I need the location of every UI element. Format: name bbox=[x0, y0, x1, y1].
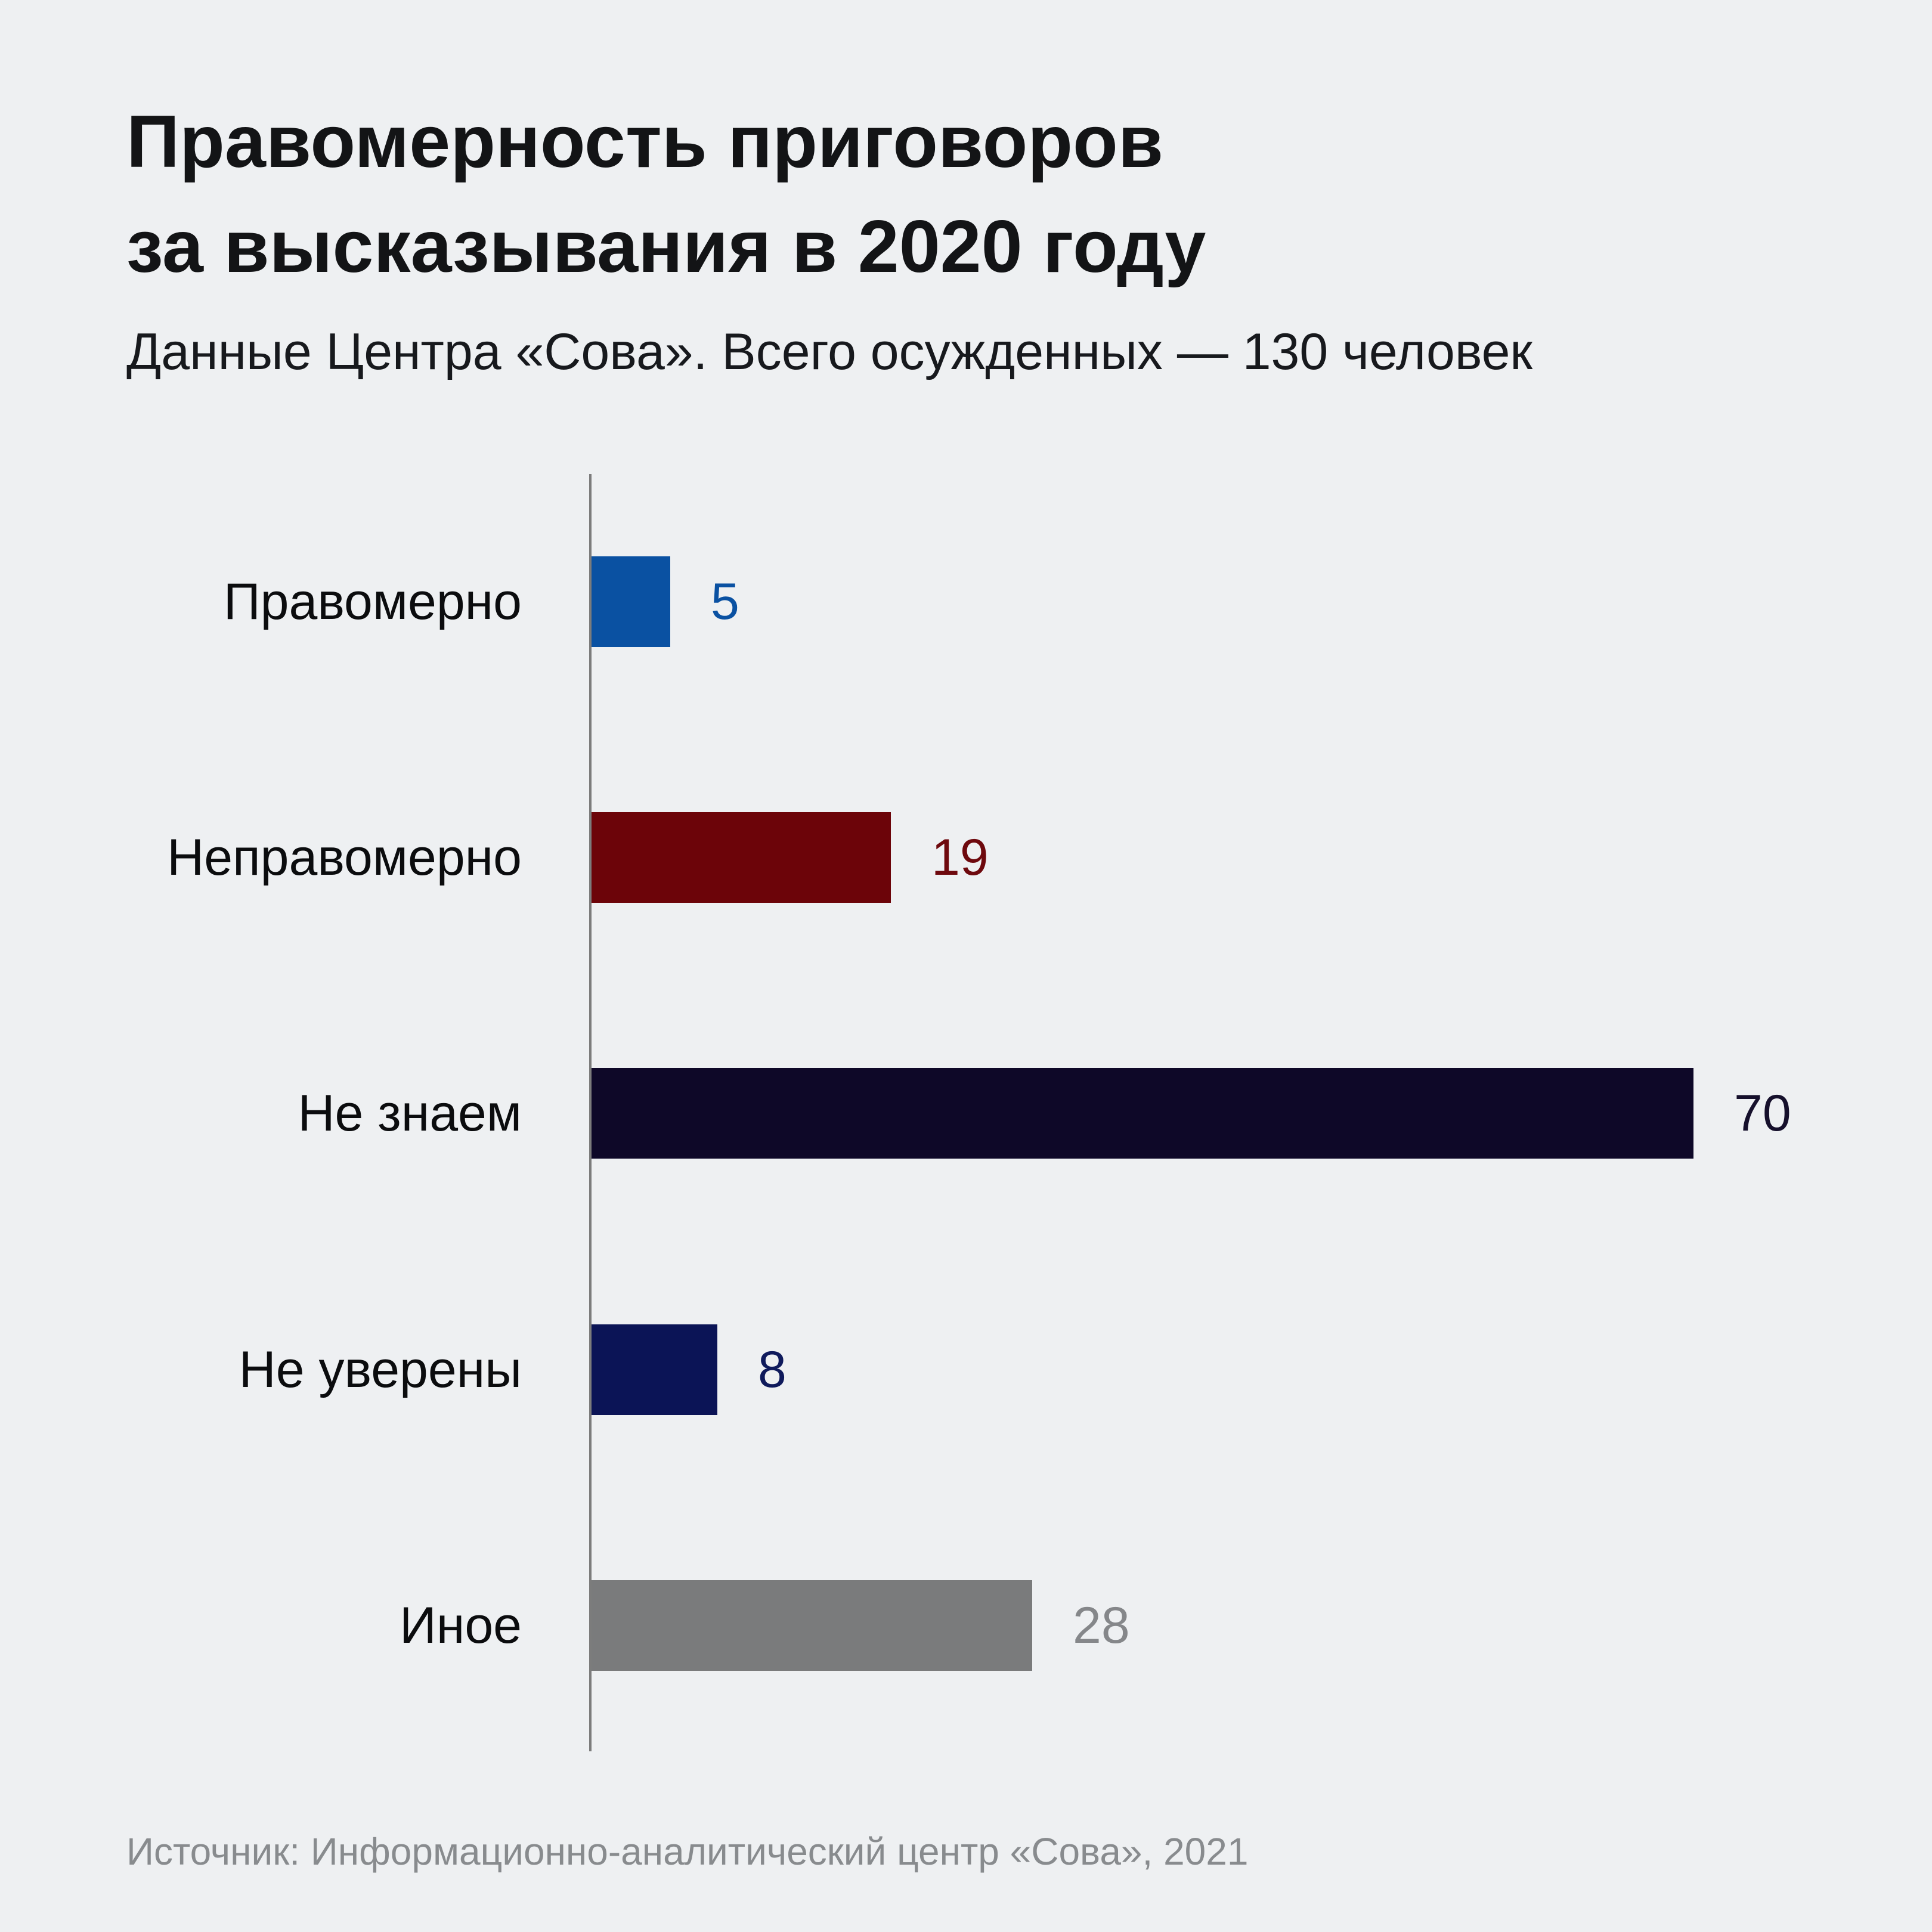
value-label: 70 bbox=[1734, 1085, 1791, 1142]
value-label: 19 bbox=[931, 829, 989, 886]
category-label: Иное bbox=[400, 1597, 522, 1654]
bar bbox=[592, 812, 891, 903]
chart-subtitle: Данные Центра «Сова». Всего осужденных —… bbox=[126, 323, 1533, 380]
y-axis-line bbox=[589, 474, 592, 1751]
category-label: Неправомерно bbox=[167, 829, 522, 886]
page-title-line-1: Правомерность приговоров bbox=[126, 101, 1164, 183]
bar bbox=[592, 1580, 1032, 1671]
page-title: Правомерность приговоров за высказывания… bbox=[126, 89, 1206, 299]
category-label: Не уверены bbox=[239, 1341, 522, 1398]
source-note: Источник: Информационно-аналитический це… bbox=[126, 1830, 1249, 1873]
bar bbox=[592, 556, 670, 647]
bar bbox=[592, 1324, 717, 1415]
page-title-line-2: за высказывания в 2020 году bbox=[126, 206, 1206, 288]
bar bbox=[592, 1068, 1693, 1159]
category-label: Правомерно bbox=[223, 573, 522, 630]
category-label: Не знаем bbox=[298, 1085, 522, 1142]
value-label: 28 bbox=[1073, 1597, 1130, 1654]
value-label: 5 bbox=[711, 573, 739, 630]
value-label: 8 bbox=[758, 1341, 787, 1398]
